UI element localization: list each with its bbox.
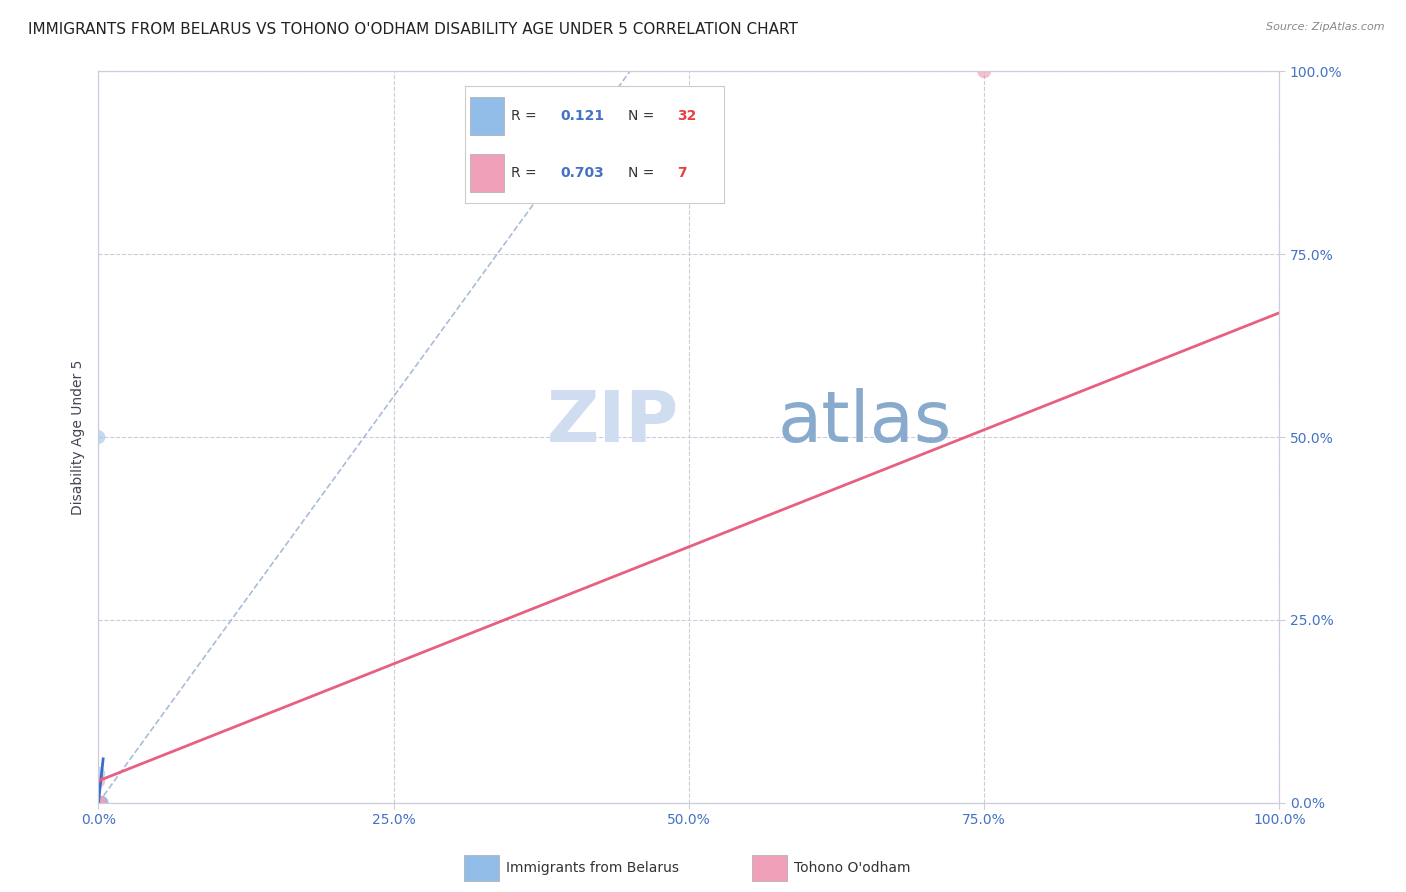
Point <box>87 796 110 810</box>
Point <box>90 796 112 810</box>
Text: Tohono O'odham: Tohono O'odham <box>794 861 911 875</box>
Point <box>87 796 110 810</box>
Point <box>89 796 111 810</box>
Point <box>87 796 110 810</box>
Point <box>90 796 112 810</box>
Point <box>89 796 111 810</box>
Point <box>87 796 110 810</box>
Point <box>89 796 111 810</box>
Point <box>89 796 111 810</box>
Point <box>87 796 110 810</box>
Point <box>91 796 114 810</box>
Point <box>87 796 110 810</box>
Point <box>87 796 110 810</box>
Point <box>89 796 111 810</box>
Point <box>87 796 110 810</box>
Text: atlas: atlas <box>778 388 952 457</box>
Point <box>87 796 110 810</box>
Point <box>973 64 995 78</box>
Point <box>89 796 111 810</box>
Y-axis label: Disability Age Under 5: Disability Age Under 5 <box>72 359 86 515</box>
Point <box>87 430 110 444</box>
Point <box>87 796 110 810</box>
Point <box>87 766 110 780</box>
Point <box>89 796 111 810</box>
Point <box>87 796 110 810</box>
Text: Immigrants from Belarus: Immigrants from Belarus <box>506 861 679 875</box>
Point <box>87 773 110 788</box>
Point <box>90 796 112 810</box>
Text: ZIP: ZIP <box>547 388 679 457</box>
Point <box>87 796 110 810</box>
Point <box>87 796 110 810</box>
Point <box>89 796 111 810</box>
Point <box>90 796 112 810</box>
Point <box>89 796 111 810</box>
Point <box>89 796 111 810</box>
Point <box>87 796 110 810</box>
Text: Source: ZipAtlas.com: Source: ZipAtlas.com <box>1267 22 1385 32</box>
Text: IMMIGRANTS FROM BELARUS VS TOHONO O'ODHAM DISABILITY AGE UNDER 5 CORRELATION CHA: IMMIGRANTS FROM BELARUS VS TOHONO O'ODHA… <box>28 22 799 37</box>
Point <box>87 796 110 810</box>
Point <box>87 796 110 810</box>
Point <box>89 796 111 810</box>
Point <box>87 796 110 810</box>
Point <box>87 796 110 810</box>
Point <box>87 796 110 810</box>
